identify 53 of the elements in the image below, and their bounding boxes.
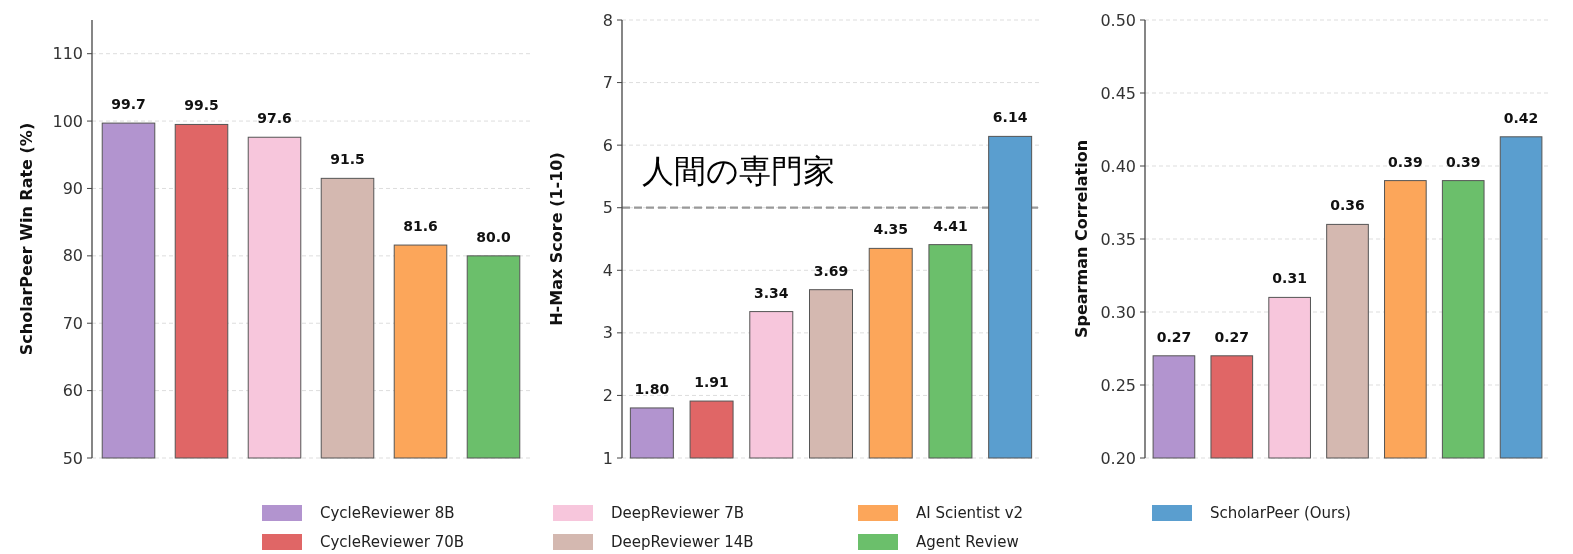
y-tick-label: 90 — [62, 178, 83, 198]
data-label: 80.0 — [476, 228, 512, 245]
data-label: 6.14 — [992, 109, 1028, 126]
data-label: 0.42 — [1503, 109, 1539, 126]
legend-label: CycleReviewer 8B — [320, 504, 455, 522]
y-tick-label: 0.35 — [1100, 229, 1136, 249]
legend-label: AI Scientist v2 — [916, 504, 1024, 522]
y-tick-label: 0.45 — [1100, 83, 1136, 103]
y-tick-label: 0.50 — [1100, 10, 1136, 30]
y-tick-label: 7 — [602, 73, 613, 93]
legend-label: Agent Review — [916, 533, 1019, 551]
y-tick-label: 50 — [62, 448, 83, 468]
y-tick-label: 60 — [62, 381, 83, 401]
y-tick-label: 0.40 — [1100, 156, 1136, 176]
y-tick-label: 8 — [602, 10, 613, 30]
data-label: 0.27 — [1214, 328, 1250, 345]
y-tick-label: 0.25 — [1100, 375, 1136, 395]
data-label: 0.31 — [1272, 270, 1307, 287]
y-axis-title: H-Max Score (1-10) — [547, 152, 566, 326]
y-axis-title: ScholarPeer Win Rate (%) — [17, 122, 36, 356]
data-label: 0.39 — [1445, 153, 1481, 170]
data-label: 4.41 — [933, 217, 968, 234]
legend-label: DeepReviewer 7B — [611, 504, 745, 522]
y-tick-label: 2 — [602, 385, 613, 405]
data-label: 97.6 — [257, 110, 292, 127]
y-tick-label: 0.30 — [1100, 302, 1136, 322]
y-axis-title: Spearman Correlation — [1072, 139, 1091, 339]
data-label: 4.35 — [873, 221, 908, 238]
data-label: 1.80 — [634, 380, 670, 397]
legend-label: DeepReviewer 14B — [611, 533, 754, 551]
data-label: 0.39 — [1388, 153, 1423, 170]
data-label: 1.91 — [694, 374, 729, 391]
y-tick-label: 0.20 — [1100, 448, 1136, 468]
ref-line-label: 人間の専門家 — [642, 151, 835, 190]
data-label: 99.5 — [184, 97, 219, 114]
legend-label: ScholarPeer (Ours) — [1210, 504, 1351, 522]
y-tick-label: 5 — [602, 198, 613, 218]
y-tick-label: 110 — [52, 44, 83, 64]
legend-label: CycleReviewer 70B — [320, 533, 465, 551]
data-label: 3.69 — [813, 262, 849, 279]
data-label: 81.6 — [403, 218, 438, 235]
y-tick-label: 6 — [602, 135, 613, 155]
y-tick-label: 3 — [602, 323, 613, 343]
y-tick-label: 1 — [602, 448, 613, 468]
data-label: 3.34 — [754, 284, 789, 301]
data-label: 0.36 — [1330, 197, 1365, 214]
data-label: 99.7 — [111, 96, 146, 113]
y-tick-label: 100 — [52, 111, 83, 131]
data-label: 0.27 — [1156, 328, 1192, 345]
y-tick-label: 70 — [62, 313, 83, 333]
data-label: 91.5 — [330, 151, 365, 168]
y-tick-label: 4 — [602, 260, 613, 280]
y-tick-label: 80 — [62, 246, 83, 266]
